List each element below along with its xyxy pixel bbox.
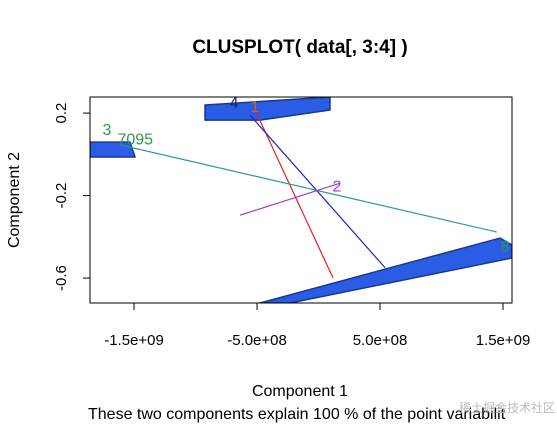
cluster-link [254,109,334,279]
cluster-link [239,182,341,216]
y-tick-label: -0.6 [53,265,70,291]
y-tick-label: 0.2 [53,103,70,124]
cluster-label: 8 [501,238,510,255]
cluster-region [259,237,512,303]
plot-frame [89,96,513,304]
plot-area: 4 1 3 7095 2 8 [90,95,512,303]
chart-title: CLUSPLOT( data[, 3:4] ) [192,37,407,58]
x-axis-label: Component 1 [252,383,348,400]
cluster-label: 2 [333,179,342,196]
y-tick-label: -0.2 [53,183,70,209]
y-axis-label: Component 2 [6,152,23,248]
x-tick-label: 5.0e+08 [353,332,408,349]
cluster-label: 1 [251,99,260,116]
cluster-label: 3 [103,122,112,139]
cluster-link [120,144,498,233]
cluster-label: 4 [230,95,239,112]
x-tick-label: 1.5e+09 [476,332,531,349]
x-tick-label: -5.0e+08 [227,332,287,349]
watermark: 稀土掘金技术社区 [459,400,555,415]
cluster-link [249,114,386,269]
cluster-region [204,97,331,121]
cluster-label: 7095 [117,131,153,148]
subtitle: These two components explain 100 % of th… [88,406,506,423]
x-tick-label: -1.5e+09 [104,332,164,349]
